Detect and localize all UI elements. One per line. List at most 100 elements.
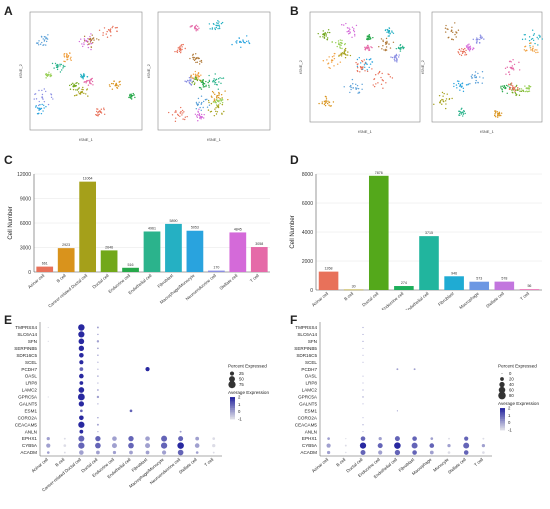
gene-label: GPRC5A xyxy=(298,395,318,400)
tsne-point xyxy=(474,74,476,76)
tsne-point xyxy=(529,86,532,88)
tsne-point xyxy=(175,117,177,119)
tsne-point xyxy=(215,113,218,115)
tsne-point xyxy=(184,118,186,121)
legend-size-dot xyxy=(229,371,235,376)
tsne-plot-a-left: tSNE_1 tSNE_2 xyxy=(18,11,143,142)
y-tick-label: 12000 xyxy=(17,172,31,178)
tsne-point xyxy=(100,108,103,110)
tsne-point xyxy=(471,77,474,79)
tsne-point xyxy=(467,46,470,49)
tsne-ylabel: tSNE_2 xyxy=(146,63,151,78)
tsne-point xyxy=(76,89,79,91)
tsne-point xyxy=(465,84,468,86)
expression-dot xyxy=(482,451,485,454)
tsne-point xyxy=(88,43,90,46)
expression-dot xyxy=(161,435,168,442)
tsne-point xyxy=(112,25,114,28)
tsne-point xyxy=(39,107,41,110)
tsne-point xyxy=(353,28,355,30)
tsne-point xyxy=(339,47,342,49)
legend-color-step xyxy=(500,426,505,429)
tsne-point xyxy=(504,67,507,70)
expression-dot xyxy=(97,361,99,363)
expression-dot xyxy=(394,449,401,456)
expression-dot xyxy=(78,331,85,338)
tsne-point xyxy=(217,104,220,106)
tsne-point xyxy=(67,54,70,57)
expression-dot xyxy=(362,326,364,329)
tsne-point xyxy=(536,49,538,51)
tsne-point xyxy=(83,81,86,83)
tsne-point xyxy=(317,32,319,35)
tsne-point xyxy=(536,36,538,39)
tsne-point xyxy=(530,38,533,40)
tsne-point xyxy=(193,56,195,59)
gene-label: SERPINB5 xyxy=(294,346,317,351)
bar-value-label: 5053 xyxy=(191,226,199,230)
tsne-point xyxy=(328,66,330,69)
tsne-point xyxy=(370,58,372,60)
expression-dot xyxy=(463,450,469,455)
tsne-point xyxy=(359,66,362,68)
tsne-point xyxy=(395,47,398,50)
tsne-point xyxy=(351,78,354,81)
gene-label: SFN xyxy=(308,339,317,344)
tsne-point xyxy=(322,60,325,62)
expression-dot xyxy=(429,450,434,455)
tsne-point xyxy=(356,67,359,69)
tsne-point xyxy=(178,50,181,53)
tsne-point xyxy=(360,67,362,69)
tsne-point xyxy=(333,55,335,57)
legend-color-step xyxy=(230,404,235,407)
tsne-point xyxy=(462,87,465,90)
bar-value-label: 274 xyxy=(401,281,407,285)
tsne-point xyxy=(199,79,201,81)
expression-dot xyxy=(160,442,168,449)
tsne-point xyxy=(328,56,330,58)
tsne-point xyxy=(193,83,196,86)
tsne-point xyxy=(533,50,536,52)
tsne-point xyxy=(494,111,497,114)
tsne-point xyxy=(396,59,398,61)
tsne-point xyxy=(381,72,383,75)
tsne-point xyxy=(387,73,389,75)
tsne-point xyxy=(55,64,58,66)
tsne-point xyxy=(355,24,358,27)
tsne-point xyxy=(112,83,114,85)
tsne-point xyxy=(192,77,194,79)
tsne-point xyxy=(321,102,323,105)
tsne-point xyxy=(211,27,214,29)
tsne-point xyxy=(49,75,51,78)
tsne-point xyxy=(106,30,108,33)
tsne-point xyxy=(327,63,329,65)
tsne-point xyxy=(89,41,92,43)
tsne-point xyxy=(215,107,217,109)
gene-label: SLC6A14 xyxy=(297,332,317,337)
tsne-point xyxy=(246,35,248,37)
gene-label: ANLN xyxy=(305,429,317,434)
tsne-point xyxy=(200,118,202,120)
tsne-point xyxy=(471,74,474,76)
tsne-point xyxy=(185,81,188,83)
tsne-point xyxy=(75,89,77,91)
cell-type-label: T cell xyxy=(203,457,214,467)
tsne-point xyxy=(521,89,524,92)
cell-type-label: B cell xyxy=(54,457,65,468)
tsne-point xyxy=(103,107,105,109)
tsne-point xyxy=(60,69,63,71)
tsne-point xyxy=(130,95,133,97)
tsne-point xyxy=(457,51,459,53)
tsne-point xyxy=(534,49,536,51)
expression-dot xyxy=(97,375,99,377)
tsne-point xyxy=(355,83,357,86)
expression-dot xyxy=(327,437,330,440)
bar xyxy=(318,271,339,290)
bar xyxy=(100,250,118,272)
gene-label: CYB5A xyxy=(302,443,318,448)
x-tick-label: Endocrine cell xyxy=(381,291,405,310)
x-tick-label: T cell xyxy=(249,273,260,283)
tsne-point xyxy=(339,61,342,63)
tsne-point xyxy=(184,116,187,118)
tsne-point xyxy=(171,114,174,116)
